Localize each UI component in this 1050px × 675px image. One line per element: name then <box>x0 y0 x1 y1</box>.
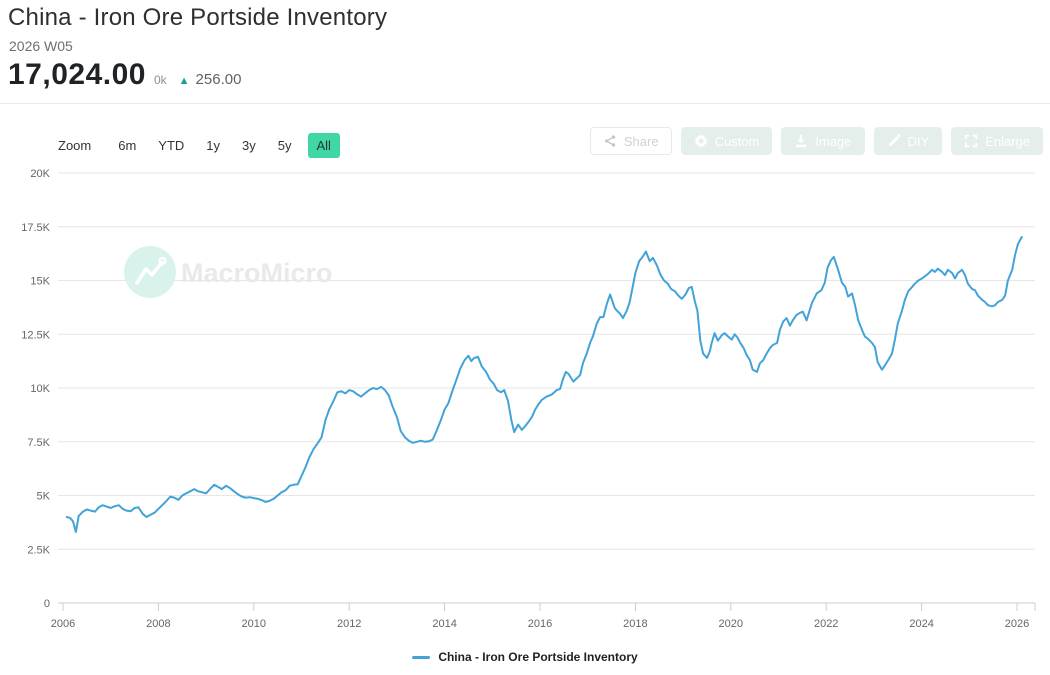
x-axis-tick-label: 2022 <box>814 618 838 630</box>
y-axis-tick-label: 12.5K <box>21 329 50 341</box>
gear-icon <box>693 134 708 148</box>
legend-label: China - Iron Ore Portside Inventory <box>438 650 638 664</box>
action-button-label: Custom <box>714 133 760 149</box>
range-selector: Zoom 6m YTD 1y 3y 5y All <box>58 133 345 158</box>
x-axis-tick-label: 2014 <box>432 618 456 630</box>
x-axis-tick-label: 2026 <box>1005 618 1029 630</box>
y-axis-tick-label: 20K <box>30 168 50 180</box>
range-button-1y[interactable]: 1y <box>200 133 226 158</box>
x-axis-tick-label: 2010 <box>242 618 266 630</box>
period-label: 2026 W05 <box>9 38 73 54</box>
latest-value: 17,024.00 <box>8 58 146 91</box>
macromicro-watermark: MacroMicro <box>124 246 333 298</box>
y-axis-tick-label: 0 <box>44 598 50 610</box>
image-button[interactable]: Image <box>781 127 865 155</box>
y-axis-tick-label: 7.5K <box>27 437 50 449</box>
x-axis-tick-label: 2016 <box>528 618 552 630</box>
y-axis-tick-label: 15K <box>30 276 50 288</box>
plot-area[interactable] <box>58 173 1035 603</box>
x-axis-tick-label: 2018 <box>623 618 647 630</box>
y-axis-tick-label: 5K <box>37 491 51 503</box>
x-axis-tick-label: 2020 <box>719 618 743 630</box>
change-up-icon: ▲ <box>178 75 190 87</box>
x-axis-tick-label: 2006 <box>51 618 75 630</box>
range-button-6m[interactable]: 6m <box>112 133 142 158</box>
action-button-label: Image <box>815 133 852 149</box>
diy-button[interactable]: DIY <box>873 127 943 155</box>
enlarge-icon <box>964 134 978 148</box>
range-button-all[interactable]: All <box>307 133 340 158</box>
unit-suffix: 0k <box>153 73 167 87</box>
pencil-icon <box>887 134 901 148</box>
legend-line-icon <box>412 655 431 659</box>
action-toolbar: Share Custom Image DIY Enlarge <box>589 127 1043 155</box>
y-axis-tick-label: 10K <box>30 383 50 395</box>
latest-value-row: 17,024.00 0k ▲ 256.00 <box>8 58 241 92</box>
watermark-text: MacroMicro <box>181 258 333 288</box>
x-axis-tick-label: 2012 <box>337 618 361 630</box>
download-icon <box>794 134 808 148</box>
legend-item[interactable]: China - Iron Ore Portside Inventory <box>412 650 638 664</box>
change-value: 256.00 <box>195 71 242 88</box>
action-button-label: Enlarge <box>985 133 1030 149</box>
action-button-label: Share <box>623 133 659 149</box>
share-icon <box>603 134 617 148</box>
range-button-ytd[interactable]: YTD <box>152 133 190 158</box>
range-button-5y[interactable]: 5y <box>272 133 298 158</box>
range-buttons: 6m YTD 1y 3y 5y All <box>107 133 345 158</box>
enlarge-button[interactable]: Enlarge <box>951 127 1043 155</box>
zoom-label: Zoom <box>58 138 92 153</box>
header-divider <box>0 103 1050 104</box>
x-axis-tick-label: 2024 <box>909 618 933 630</box>
share-button[interactable]: Share <box>589 127 672 155</box>
page-title: China - Iron Ore Portside Inventory <box>8 4 388 31</box>
y-axis-tick-label: 17.5K <box>21 222 50 234</box>
range-button-3y[interactable]: 3y <box>236 133 262 158</box>
watermark-dot-icon <box>158 256 167 266</box>
y-axis-tick-label: 2.5K <box>27 544 50 556</box>
action-button-label: DIY <box>907 133 930 149</box>
chart-legend: China - Iron Ore Portside Inventory <box>0 650 1050 664</box>
series-line <box>65 236 1023 533</box>
x-axis-tick-label: 2008 <box>146 618 170 630</box>
watermark-zigzag-icon <box>135 260 164 285</box>
custom-button[interactable]: Custom <box>680 127 773 155</box>
